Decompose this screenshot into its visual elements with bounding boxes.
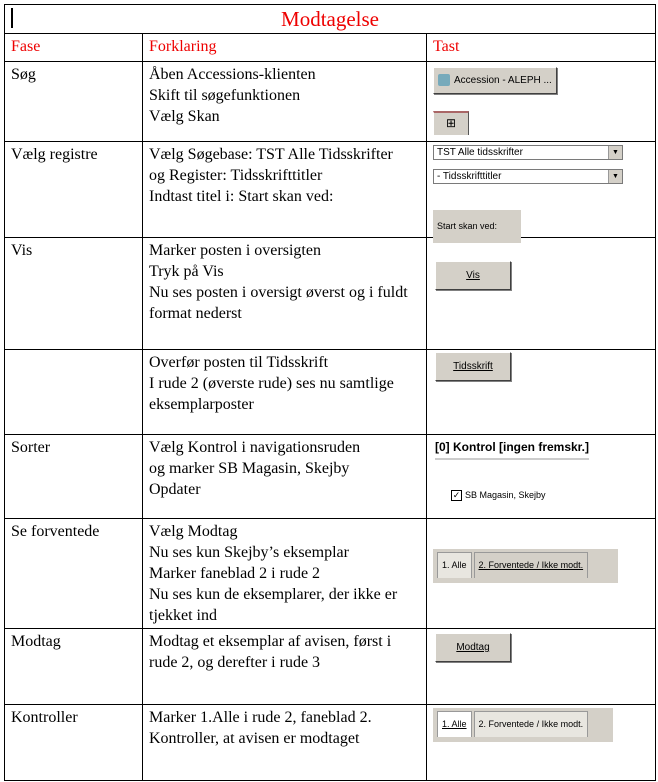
tab-alle[interactable]: 1. Alle [437,711,472,737]
table-row: Vis Marker posten i oversigten Tryk på Vi… [4,237,657,350]
line: og marker SB Magasin, Skejby [149,460,350,477]
line: Kontroller, at avisen er modtaget [149,730,360,747]
forklaring-cell: Modtag et eksemplar af avisen, først i r… [142,628,427,705]
tast-cell: Modtag [425,628,657,705]
table-row: Overfør posten til Tidsskrift I rude 2 (ø… [4,349,657,435]
forklaring-cell: Åben Accessions-klienten Skift til søgefu… [142,61,427,142]
start-scan-label: Start skan ved: [433,210,521,243]
tab-forventede[interactable]: 2. Forventede / Ikke modt. [473,711,589,737]
checkbox-checked-icon: ✓ [451,490,462,501]
base-select[interactable]: TST Alle tidsskrifter ▼ [433,145,623,160]
forklaring-cell: Vælg Kontrol i navigationsruden og marker… [142,434,427,519]
fase-cell: Søg [4,61,143,142]
line: Nu ses kun de eksemplarer, der ikke er t… [149,586,398,624]
line: Nu ses posten i oversigt øverst og i ful… [149,284,408,322]
register-select[interactable]: - Tidsskrifttitler ▼ [433,169,623,184]
kontrol-tree-node[interactable]: [0] Kontrol [ingen fremskr.] [435,437,590,460]
line: Nu ses kun Skejby’s eksemplar [149,544,349,561]
title-text: Modtagelse [281,7,379,31]
header-tast: Tast [425,33,657,62]
vis-button[interactable]: Vis [435,261,511,290]
accession-label: Accession - ALEPH ... [454,75,552,86]
line: Vælg Skan [149,108,220,125]
table-row: Sorter Vælg Kontrol i navigationsruden og… [4,434,657,519]
modtagelse-table: Modtagelse Fase Forklaring Tast Søg Åben… [3,4,657,781]
chevron-down-icon: ▼ [608,146,622,159]
forklaring-cell: Vælg Søgebase: TST Alle Tidsskrifter og R… [142,141,427,238]
fase-cell: Vælg registre [4,141,143,238]
fase-cell: Sorter [4,434,143,519]
line: Vælg Søgebase: TST Alle Tidsskrifter [149,146,393,163]
forklaring-cell: Vælg Modtag Nu ses kun Skejby’s eksemplar… [142,518,427,629]
tast-cell: [0] Kontrol [ingen fremskr.] ✓ SB Magasin… [425,434,657,519]
sb-magasin-checkbox[interactable]: ✓ SB Magasin, Skejby [451,485,546,506]
fase-cell: Vis [4,237,143,350]
tast-cell: 1. Alle 2. Forventede / Ikke modt. [425,704,657,781]
binoculars-search-tab[interactable]: ⊞ [433,111,469,135]
chevron-down-icon: ▼ [608,170,622,183]
accession-button[interactable]: Accession - ALEPH ... [433,67,557,94]
line: Vælg Modtag [149,523,238,540]
line: I rude 2 (øverste rude) ses nu samtlige … [149,375,394,413]
tast-cell: Accession - ALEPH ... ⊞ [425,61,657,142]
header-forklaring: Forklaring [142,33,427,62]
tab-strip: 1. Alle 2. Forventede / Ikke modt. [433,708,613,742]
line: Tryk på Vis [149,263,224,280]
line: Indtast titel i: Start skan ved: [149,188,334,205]
line: Opdater [149,481,201,498]
line: og Register: Tidsskrifttitler [149,167,323,184]
header-fase: Fase [4,33,143,62]
forklaring-cell: Marker posten i oversigten Tryk på Vis Nu … [142,237,427,350]
line: Åben Accessions-klienten [149,66,316,83]
tidsskrift-button[interactable]: Tidsskrift [435,352,511,381]
line: Modtag et eksemplar af avisen, først i r… [149,633,392,671]
tast-cell: TST Alle tidsskrifter ▼ - Tidsskrifttitle… [425,141,657,243]
accession-icon [438,74,450,87]
text-cursor [11,8,13,28]
table-row: Kontroller Marker 1.Alle i rude 2, faneb… [4,704,657,781]
tab-forventede[interactable]: 2. Forventede / Ikke modt. [473,552,589,578]
tab-strip: 1. Alle 2. Forventede / Ikke modt. [433,549,618,583]
table-row: Modtag Modtag et eksemplar af avisen, fø… [4,628,657,705]
forklaring-cell: Marker 1.Alle i rude 2, faneblad 2. Kontr… [142,704,427,781]
line: Vælg Kontrol i navigationsruden [149,439,361,456]
table-title: Modtagelse [3,4,657,34]
fase-cell: Se forventede [4,518,143,629]
checkbox-label: SB Magasin, Skejby [465,490,546,500]
base-select-value: TST Alle tidsskrifter [437,147,523,158]
modtag-button[interactable]: Modtag [435,633,511,662]
binoculars-icon: ⊞ [445,116,457,130]
line: Marker faneblad 2 i rude 2 [149,565,321,582]
fase-cell: Kontroller [4,704,143,781]
line: Marker posten i oversigten [149,242,321,259]
tast-cell: Vis [425,237,657,350]
table-row: Vælg registre Vælg Søgebase: TST Alle Ti… [4,141,657,243]
table-row: Se forventede Vælg Modtag Nu ses kun Skej… [4,518,657,629]
fase-cell: Modtag [4,628,143,705]
forklaring-cell: Overfør posten til Tidsskrift I rude 2 (ø… [142,349,427,435]
line: Overfør posten til Tidsskrift [149,354,329,371]
line: Skift til søgefunktionen [149,87,301,104]
tast-cell: 1. Alle 2. Forventede / Ikke modt. [425,518,657,629]
tab-alle[interactable]: 1. Alle [437,552,472,578]
line: Marker 1.Alle i rude 2, faneblad 2. [149,709,372,726]
table-row: Søg Åben Accessions-klienten Skift til sø… [4,61,657,142]
fase-cell [4,349,143,435]
register-select-value: - Tidsskrifttitler [437,171,502,182]
tast-cell: Tidsskrift [425,349,657,435]
